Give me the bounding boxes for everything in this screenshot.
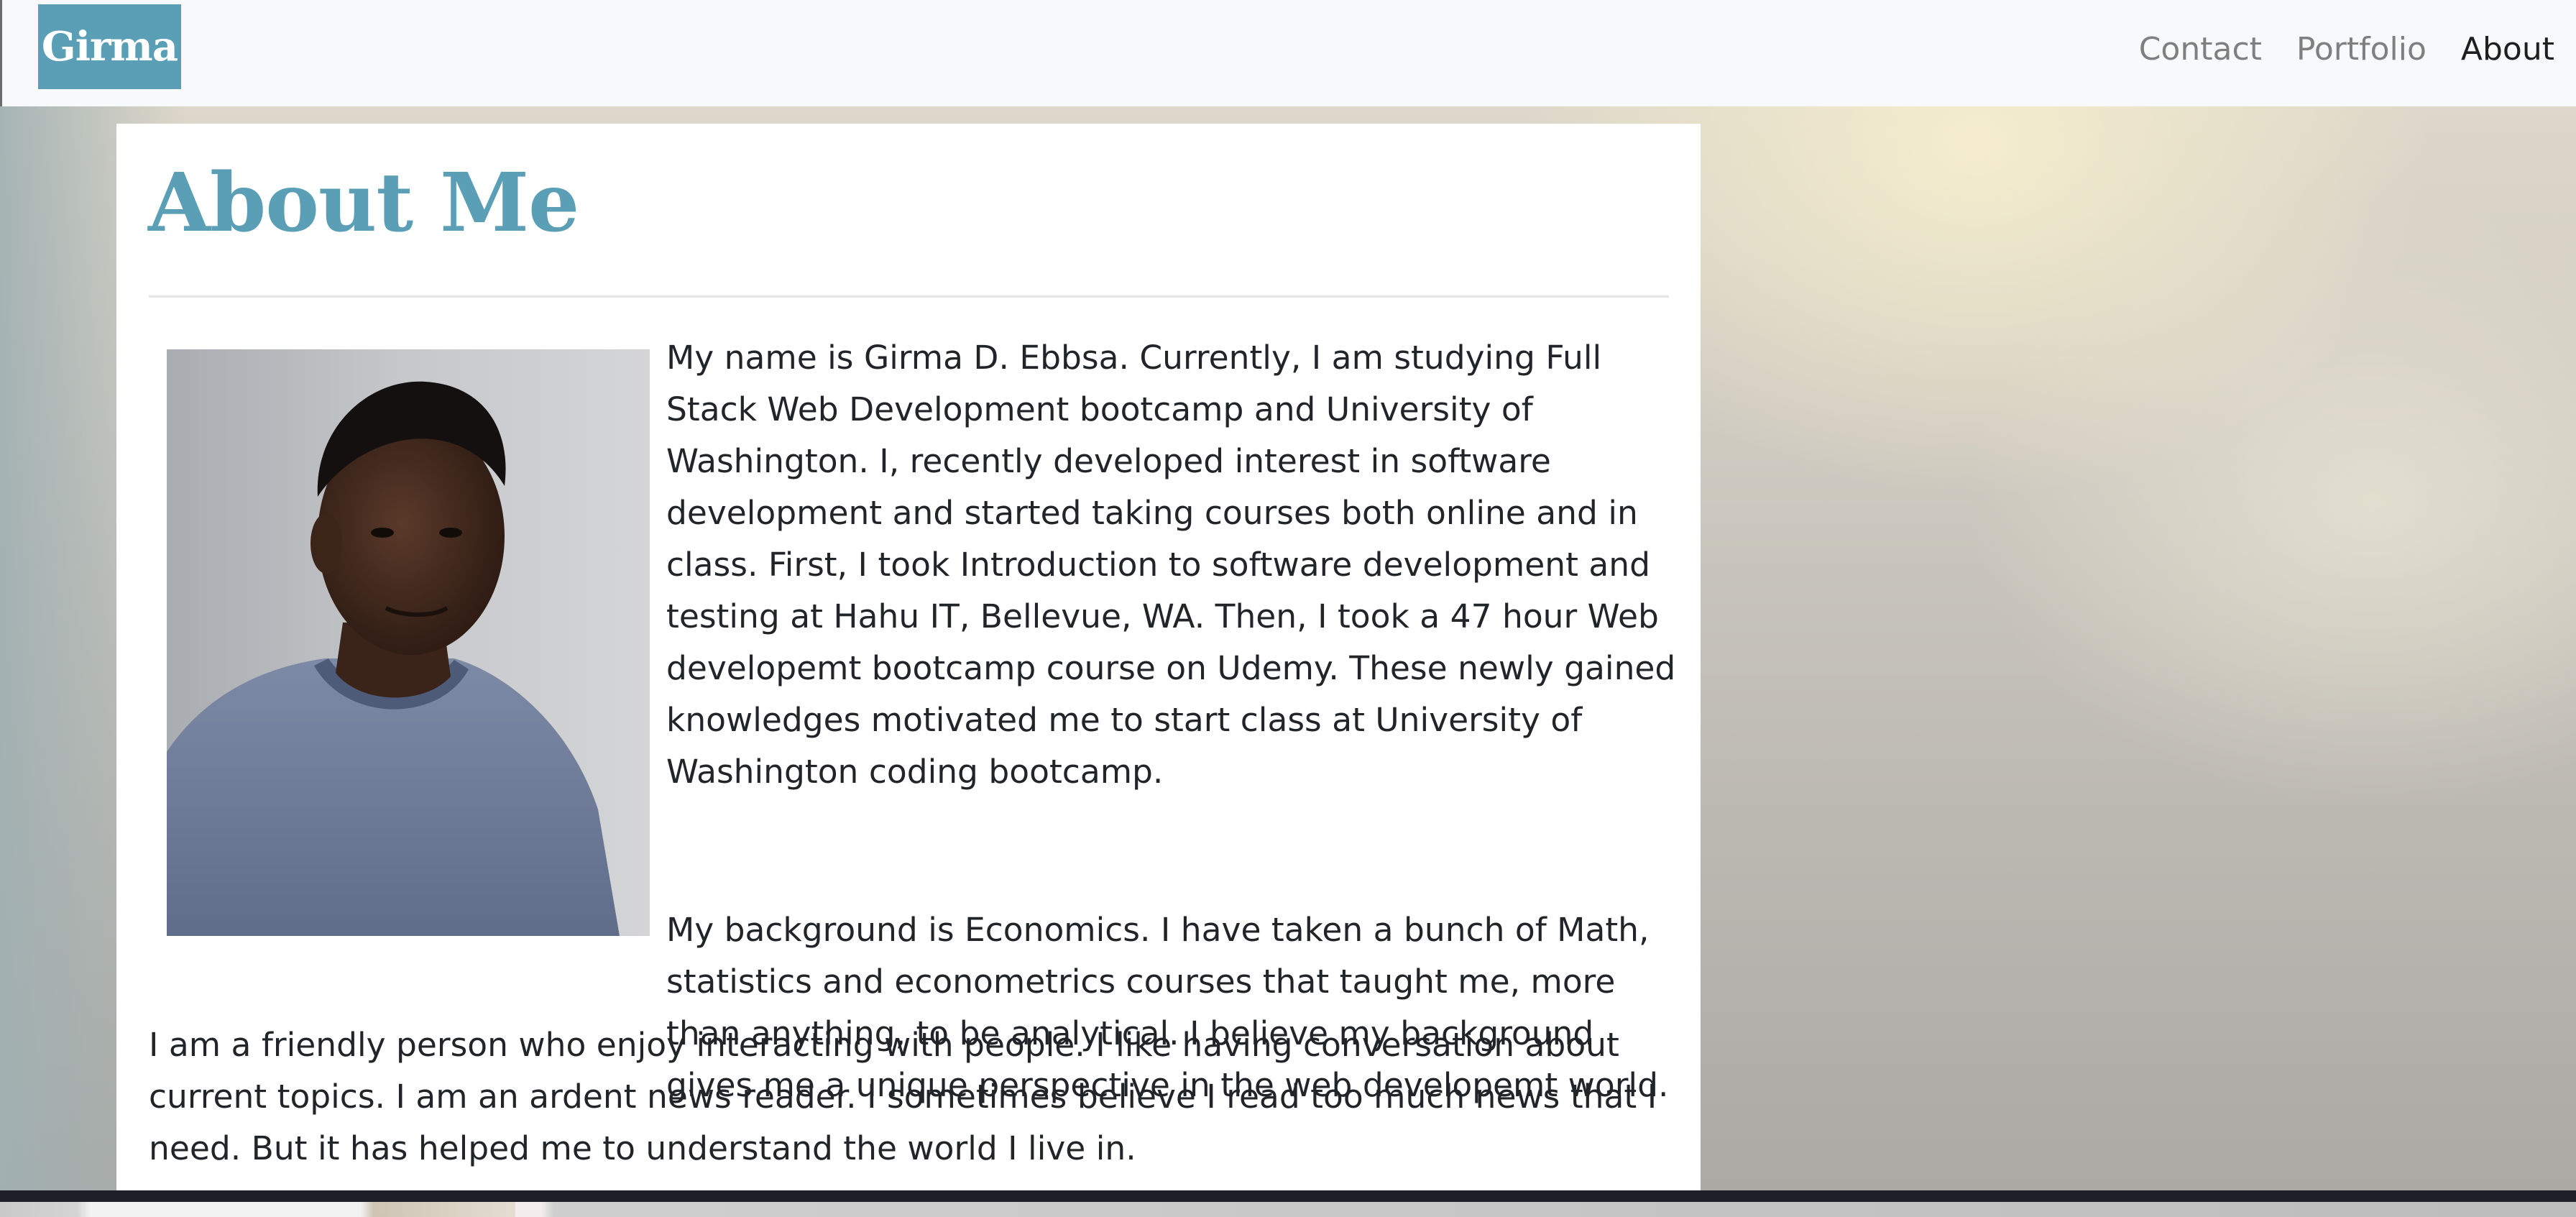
bottom-strip bbox=[0, 1190, 2576, 1202]
page-title: About Me bbox=[148, 156, 579, 250]
about-paragraph-personal: I am a friendly person who enjoy interac… bbox=[149, 1026, 1657, 1167]
title-divider bbox=[149, 295, 1669, 298]
nav-link-about[interactable]: About bbox=[2460, 30, 2554, 68]
navbar: Girma Contact Portfolio About bbox=[0, 0, 2576, 106]
profile-photo bbox=[167, 349, 650, 936]
about-paragraph-background: My background is Economics. I have taken… bbox=[666, 911, 1669, 1104]
taskbar-fragment bbox=[0, 1202, 2576, 1217]
person-portrait-icon bbox=[167, 349, 650, 936]
nav-link-contact[interactable]: Contact bbox=[2138, 30, 2262, 68]
about-card: About Me bbox=[116, 124, 1701, 1195]
nav-link-portfolio[interactable]: Portfolio bbox=[2296, 30, 2426, 68]
about-paragraph-intro: My name is Girma D. Ebbsa. Currently, I … bbox=[666, 339, 1676, 791]
brand-logo[interactable]: Girma bbox=[38, 4, 181, 89]
nav-links: Contact Portfolio About bbox=[2139, 0, 2554, 98]
